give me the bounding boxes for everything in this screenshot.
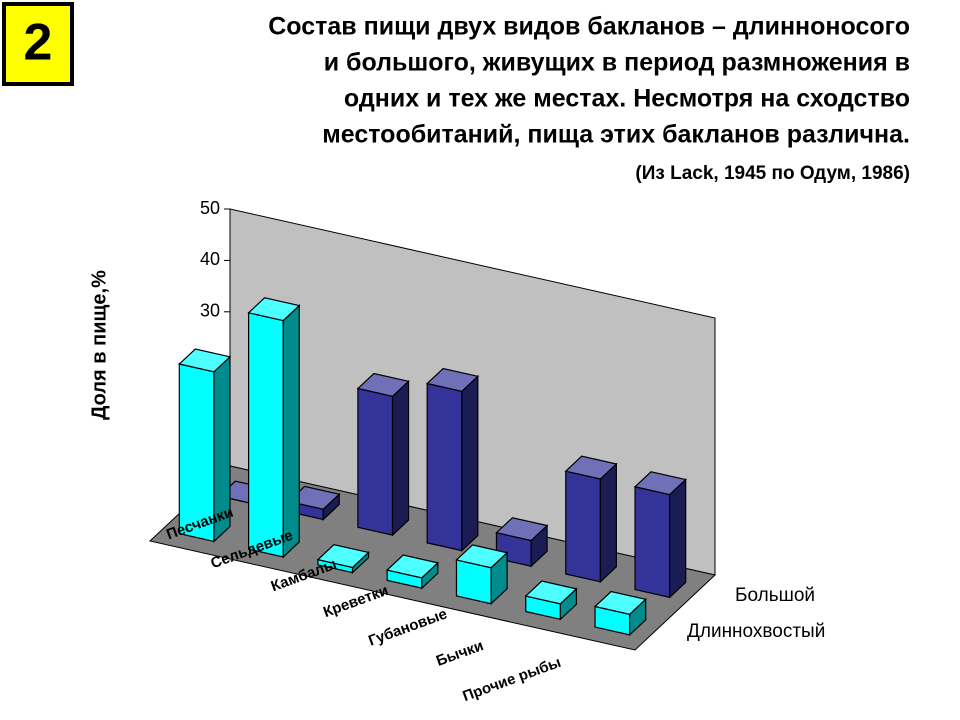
- bar-front: [357, 387, 394, 536]
- y-axis-label: Доля в пище,%: [88, 270, 110, 420]
- bar-side: [391, 379, 410, 537]
- legend-label: Длиннохвостый: [687, 621, 825, 642]
- bar-top: [356, 372, 410, 397]
- bar-side: [599, 462, 617, 584]
- bar: [385, 554, 440, 590]
- bar-side: [282, 304, 300, 559]
- title-line: одних и тех же местах. Несмотря на сходс…: [344, 85, 910, 113]
- legend-label: Большой: [735, 585, 815, 606]
- bar: [356, 372, 410, 537]
- bar: [593, 590, 647, 637]
- bar-top: [455, 544, 509, 569]
- bar-front: [426, 382, 463, 552]
- title-line: Состав пищи двух видов бакланов – длинно…: [268, 13, 910, 41]
- bar: [455, 544, 509, 606]
- title-line: и большого, живущих в период размножения…: [324, 49, 910, 77]
- x-tick-label: Прочие рыбы: [460, 654, 563, 705]
- bar: [524, 580, 578, 621]
- bar: [425, 367, 480, 553]
- x-tick-label: Губановые: [366, 605, 449, 649]
- bar-top: [633, 471, 687, 496]
- bar-front: [565, 470, 601, 583]
- y-tick-label: 30: [200, 301, 220, 321]
- bar: [247, 297, 301, 559]
- bar-side: [461, 374, 479, 553]
- bar-top: [495, 517, 549, 542]
- bar-side: [669, 478, 687, 599]
- x-tick-label: Бычки: [434, 637, 486, 670]
- badge: 2: [24, 14, 53, 72]
- bar-top: [178, 348, 232, 373]
- bar: [316, 543, 370, 574]
- bar-top: [593, 590, 647, 615]
- bar: [178, 348, 232, 543]
- bar: [633, 471, 687, 599]
- bar-top: [524, 580, 578, 605]
- bar-front: [634, 486, 671, 599]
- x-tick-label: Креветки: [321, 582, 391, 621]
- source: (Из Lack, 1945 по Одум, 1986): [635, 163, 910, 184]
- bar: [564, 455, 618, 584]
- title: Состав пищи двух видов бакланов – длинно…: [268, 13, 910, 149]
- y-tick-label: 40: [200, 249, 220, 269]
- bar-top: [385, 554, 440, 579]
- bar-top: [425, 367, 480, 392]
- bar-top: [316, 543, 370, 569]
- bar-top: [564, 455, 618, 480]
- badge-box: [2, 2, 74, 86]
- bar-front: [248, 312, 284, 558]
- y-tick-label: 50: [200, 198, 220, 218]
- bar-top: [247, 297, 301, 322]
- title-line: местообитаний, пища этих бакланов различ…: [322, 121, 910, 149]
